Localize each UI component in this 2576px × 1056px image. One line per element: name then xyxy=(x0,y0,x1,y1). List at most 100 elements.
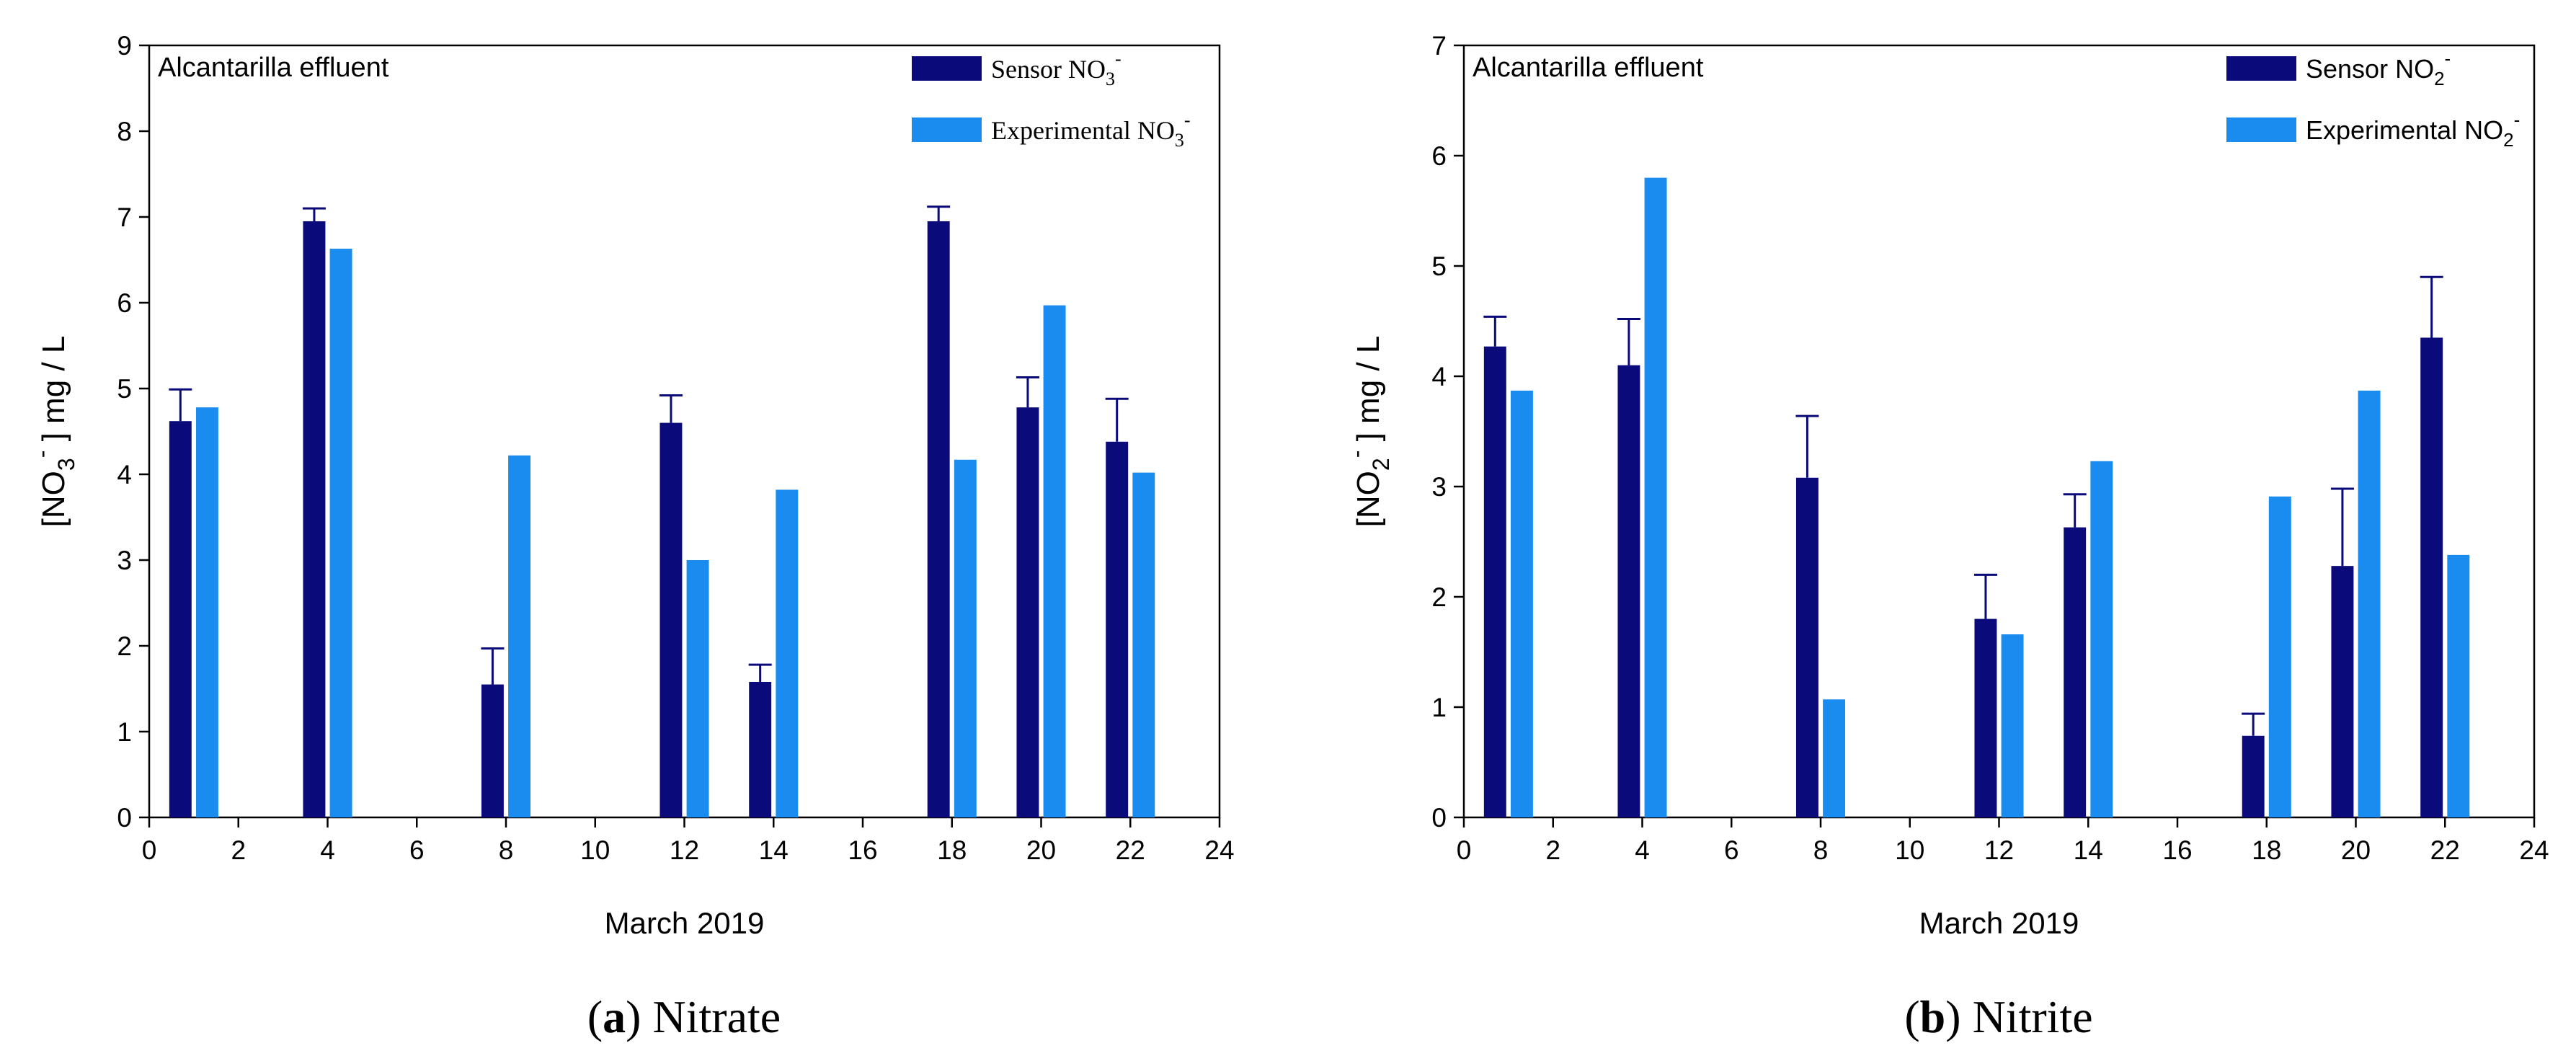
nitrite-legend-label-experimental: Experimental NO2- xyxy=(2306,109,2520,151)
nitrate-y-tick-label: 8 xyxy=(117,117,132,146)
nitrate-caption-paren-close: ) xyxy=(626,991,652,1042)
nitrite-legend-main: Experimental NO xyxy=(2306,115,2503,145)
nitrite-experimental-bar xyxy=(2001,634,2024,817)
nitrate-y-axis-label-sup: - xyxy=(29,451,55,458)
nitrate-x-axis-label: March 2019 xyxy=(605,906,765,940)
nitrite-legend-sub: 2 xyxy=(2434,68,2444,89)
nitrite-sensor-bar xyxy=(2331,566,2354,817)
nitrite-x-tick-label: 8 xyxy=(1813,835,1829,865)
nitrate-x-tick-label: 16 xyxy=(848,835,877,865)
nitrate-legend-sub: 3 xyxy=(1106,68,1115,89)
nitrite-y-tick-label: 2 xyxy=(1431,582,1447,612)
nitrate-x-tick-label: 0 xyxy=(142,835,157,865)
nitrate-legend-sup: - xyxy=(1115,48,1122,69)
nitrite-sensor-bar xyxy=(1617,365,1640,817)
nitrite-experimental-bar xyxy=(2090,461,2113,817)
nitrite-x-tick-label: 22 xyxy=(2430,835,2460,865)
nitrate-legend-label-experimental: Experimental NO3- xyxy=(991,110,1191,151)
nitrite-y-tick-label: 5 xyxy=(1431,252,1447,281)
nitrite-y-axis-label-main: [NO xyxy=(1351,471,1386,527)
nitrate-annotation: Alcantarilla effluent xyxy=(158,53,389,83)
nitrite-y-axis-label: [NO2- ] mg / L xyxy=(1343,336,1394,528)
nitrite-experimental-bar xyxy=(1510,390,1533,817)
nitrate-experimental-bar xyxy=(776,489,799,817)
nitrite-x-tick-label: 14 xyxy=(2074,835,2103,865)
nitrite-legend-label-sensor: Sensor NO2- xyxy=(2306,48,2451,89)
nitrite-x-axis-label: March 2019 xyxy=(1919,906,2079,940)
nitrate-x-tick-label: 20 xyxy=(1026,835,1056,865)
nitrate-experimental-bar xyxy=(1132,472,1155,817)
nitrite-sensor-bar xyxy=(2242,735,2265,817)
nitrite-y-axis-label-sup: - xyxy=(1343,451,1369,458)
nitrate-legend-sup: - xyxy=(1184,110,1191,130)
nitrate-experimental-bar xyxy=(1043,305,1066,817)
nitrate-experimental-bar xyxy=(508,455,531,817)
nitrite-caption: (b) Nitrite xyxy=(1904,991,2092,1042)
nitrate-y-tick-label: 7 xyxy=(117,203,132,232)
nitrate-y-tick-label: 1 xyxy=(117,717,132,747)
nitrate-sensor-bar xyxy=(1106,441,1129,817)
nitrate-y-tick-label: 0 xyxy=(117,803,132,833)
nitrate-y-tick-label: 3 xyxy=(117,546,132,575)
nitrate-x-tick-label: 6 xyxy=(409,835,425,865)
nitrate-caption-paren-open: ( xyxy=(587,991,603,1042)
nitrite-y-axis-label-sub: 2 xyxy=(1368,458,1394,471)
nitrite-x-tick-label: 0 xyxy=(1457,835,1472,865)
nitrite-x-tick-label: 24 xyxy=(2519,835,2549,865)
nitrite-experimental-bar xyxy=(2358,390,2381,817)
nitrite-y-tick-label: 6 xyxy=(1431,141,1447,171)
nitrite-experimental-bar xyxy=(1644,177,1667,818)
nitrate-sensor-bar xyxy=(749,681,772,817)
nitrite-x-tick-label: 6 xyxy=(1724,835,1739,865)
nitrate-x-tick-label: 8 xyxy=(499,835,514,865)
nitrate-experimental-bar xyxy=(686,560,709,817)
nitrate-caption-letter: a xyxy=(603,991,626,1042)
nitrate-y-axis-label-tail: ] mg / L xyxy=(36,336,71,451)
nitrate-y-axis-label-main: [NO xyxy=(36,471,71,527)
nitrite-legend-swatch-experimental xyxy=(2226,117,2296,142)
nitrite-caption-paren-close: ) xyxy=(1945,991,1972,1042)
nitrite-x-tick-label: 18 xyxy=(2252,835,2281,865)
nitrate-y-axis-label: [NO3- ] mg / L xyxy=(29,336,79,528)
nitrate-x-tick-label: 24 xyxy=(1204,835,1234,865)
nitrate-legend-label-sensor: Sensor NO3- xyxy=(991,48,1122,89)
nitrate-sensor-bar xyxy=(169,421,192,817)
nitrate-x-tick-label: 18 xyxy=(937,835,967,865)
nitrate-x-tick-label: 22 xyxy=(1116,835,1145,865)
nitrite-caption-text: Nitrite xyxy=(1973,991,2093,1042)
nitrite-sensor-bar xyxy=(1974,618,1997,817)
nitrite-caption-paren-open: ( xyxy=(1904,991,1919,1042)
nitrate-legend-main: Sensor NO xyxy=(991,55,1106,84)
nitrite-y-tick-label: 4 xyxy=(1431,362,1447,391)
nitrate-y-tick-label: 2 xyxy=(117,631,132,661)
nitrite-x-tick-label: 10 xyxy=(1895,835,1924,865)
nitrate-y-tick-label: 6 xyxy=(117,288,132,318)
nitrate-sensor-bar xyxy=(1016,407,1039,817)
nitrate-y-tick-label: 5 xyxy=(117,374,132,404)
nitrite-annotation: Alcantarilla effluent xyxy=(1473,53,1704,83)
nitrite-y-tick-label: 0 xyxy=(1431,803,1447,833)
nitrate-sensor-bar xyxy=(303,221,326,817)
nitrate-x-tick-label: 4 xyxy=(320,835,335,865)
nitrate-y-axis-label-sub: 3 xyxy=(53,458,79,471)
nitrite-sensor-bar xyxy=(2420,337,2443,817)
nitrate-experimental-bar xyxy=(954,459,977,817)
nitrite-caption-letter: b xyxy=(1920,991,1946,1042)
nitrate-x-tick-label: 12 xyxy=(670,835,699,865)
nitrate-x-tick-label: 10 xyxy=(580,835,610,865)
nitrite-experimental-bar xyxy=(2268,496,2291,817)
nitrite-legend-main: Sensor NO xyxy=(2306,54,2434,84)
nitrite-x-tick-label: 12 xyxy=(1984,835,2014,865)
nitrite-legend-swatch-sensor xyxy=(2226,56,2296,81)
nitrate-sensor-bar xyxy=(927,221,950,817)
nitrate-sensor-bar xyxy=(659,422,683,817)
nitrite-x-tick-label: 20 xyxy=(2341,835,2371,865)
nitrate-legend-sub: 3 xyxy=(1175,130,1184,151)
nitrate-y-tick-label: 4 xyxy=(117,460,132,489)
nitrite-sensor-bar xyxy=(2064,527,2087,817)
nitrate-legend-swatch-experimental xyxy=(912,117,982,142)
nitrate-x-tick-label: 2 xyxy=(231,835,246,865)
nitrate-experimental-bar xyxy=(195,407,218,817)
